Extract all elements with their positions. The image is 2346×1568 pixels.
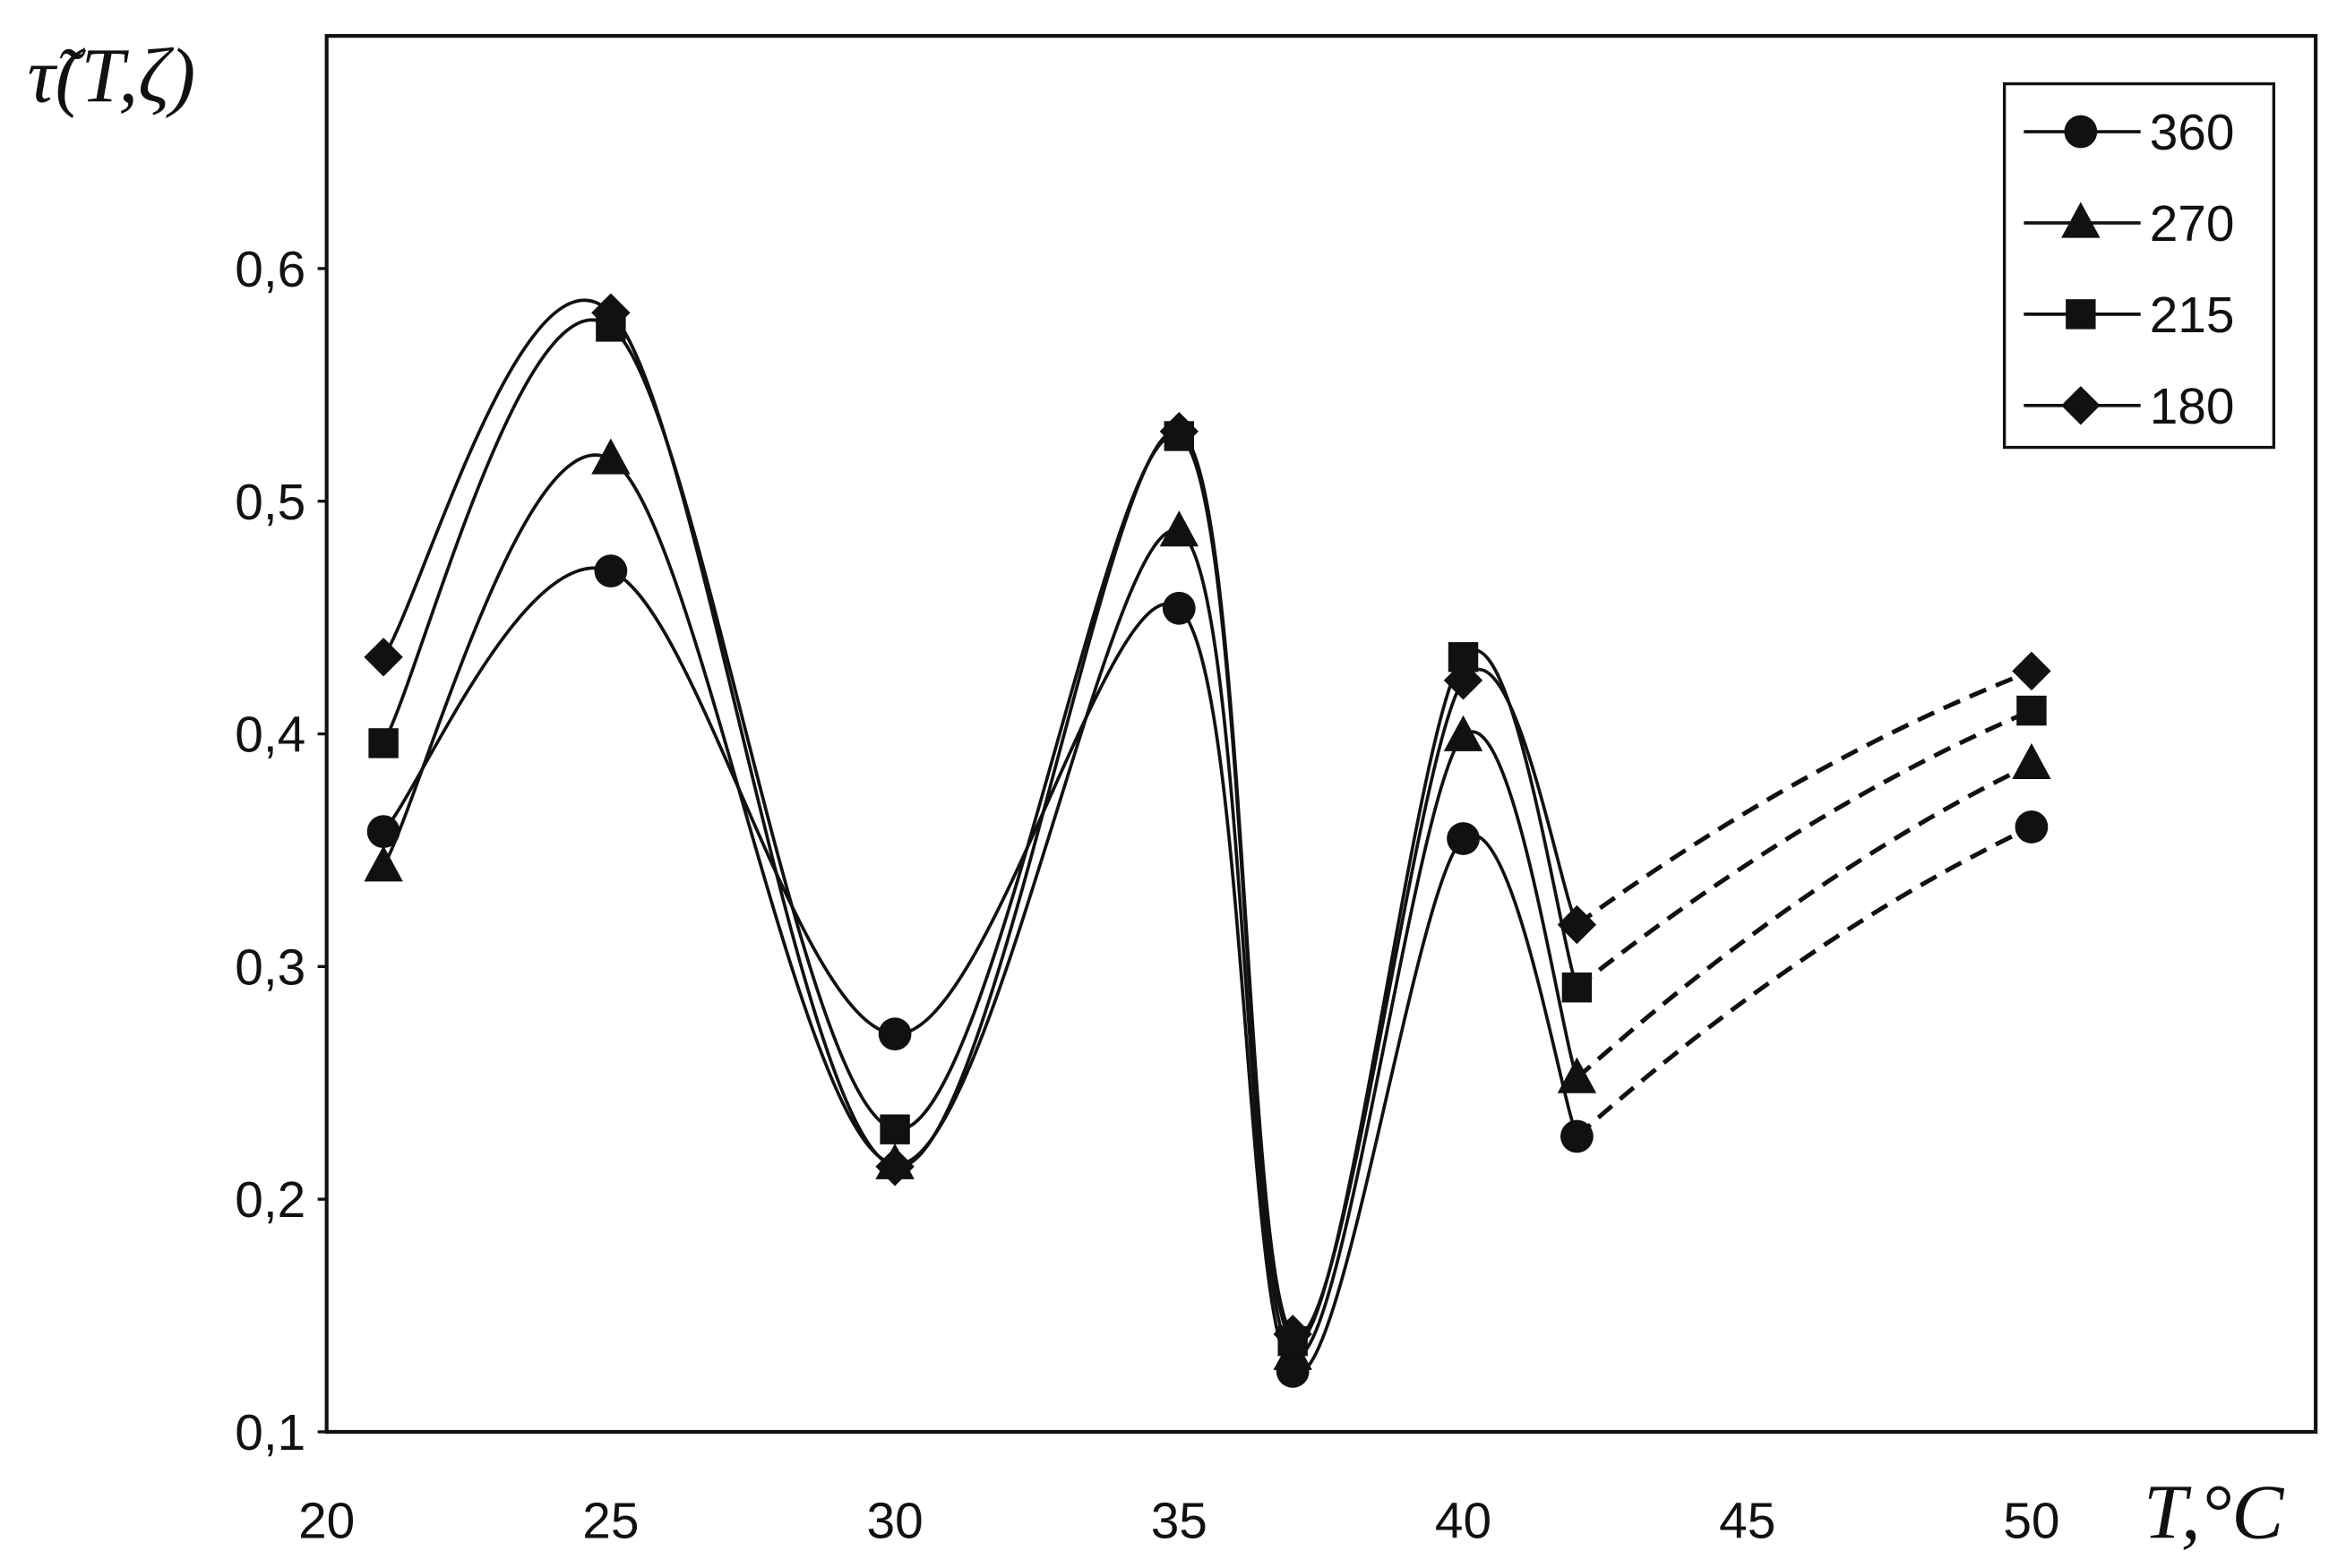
x-axis-label: T,°C <box>2144 1469 2284 1555</box>
data-point-triangle <box>1443 715 1483 751</box>
data-point-diamond <box>1443 661 1483 700</box>
y-tick-label: 0,5 <box>235 475 305 531</box>
series-dashed-line-270 <box>1575 762 2033 1080</box>
y-tick-label: 0,2 <box>235 1172 305 1229</box>
x-tick-label: 45 <box>1719 1494 1775 1550</box>
legend-item-270: 270 <box>2024 196 2234 253</box>
data-point-circle <box>878 1017 912 1051</box>
series-dashed-line-180 <box>1575 669 2032 927</box>
x-tick-label: 50 <box>2003 1494 2059 1550</box>
data-point-triangle <box>1159 510 1199 547</box>
series-line-180 <box>382 298 1579 1338</box>
legend-label: 360 <box>2150 105 2235 161</box>
data-point-square <box>1561 973 1593 1003</box>
x-tick-label: 35 <box>1151 1494 1207 1550</box>
y-tick-label: 0,3 <box>235 939 305 996</box>
data-point-diamond <box>1159 412 1199 451</box>
legend: 360 270 215 180 <box>2002 81 2276 450</box>
legend-label: 215 <box>2150 287 2235 344</box>
legend-item-360: 360 <box>2024 105 2234 161</box>
y-tick-label: 0,4 <box>235 707 305 764</box>
series-line-270 <box>382 453 1579 1358</box>
legend-item-215: 215 <box>2024 287 2234 344</box>
x-tick-label: 20 <box>298 1494 355 1550</box>
y-tick-label: 0,1 <box>235 1405 305 1461</box>
data-point-square <box>2016 695 2047 726</box>
data-point-circle <box>1560 1119 1594 1153</box>
series-360 <box>366 554 2049 1388</box>
data-point-diamond <box>1557 904 1597 945</box>
data-point-square <box>368 728 399 758</box>
data-point-circle <box>1162 591 1196 625</box>
legend-marker-square <box>2066 299 2096 330</box>
data-point-triangle <box>1557 1057 1597 1093</box>
data-point-circle <box>1447 822 1480 855</box>
data-point-circle <box>2015 810 2049 844</box>
data-point-triangle <box>2012 742 2051 780</box>
series-line-215 <box>382 318 1579 1345</box>
data-point-triangle <box>364 845 403 882</box>
y-tick-label: 0,6 <box>235 242 305 298</box>
x-tick-label: 25 <box>582 1494 639 1550</box>
data-point-diamond <box>364 638 403 677</box>
legend-marker-diamond <box>2061 386 2101 425</box>
data-point-triangle <box>591 438 631 475</box>
y-axis-label: τ̃(T,ζ) <box>28 33 196 119</box>
data-point-diamond <box>2012 651 2051 691</box>
legend-label: 270 <box>2150 196 2235 253</box>
series-215 <box>368 312 2047 1357</box>
legend-label: 180 <box>2150 379 2235 435</box>
legend-item-180: 180 <box>2024 379 2234 435</box>
series-270 <box>364 438 2051 1370</box>
legend-marker-circle <box>2064 115 2098 149</box>
legend-box <box>2002 81 2276 450</box>
series-dashed-line-360 <box>1575 825 2033 1138</box>
data-point-diamond <box>1273 1315 1312 1354</box>
data-point-square <box>880 1114 910 1144</box>
data-point-circle <box>594 554 628 588</box>
data-point-diamond <box>875 1147 915 1187</box>
x-tick-label: 40 <box>1435 1494 1491 1550</box>
legend-marker-triangle <box>2061 201 2101 238</box>
series-dashed-line-215 <box>1575 708 2032 990</box>
x-tick-label: 30 <box>866 1494 923 1550</box>
data-point-circle <box>366 815 400 849</box>
